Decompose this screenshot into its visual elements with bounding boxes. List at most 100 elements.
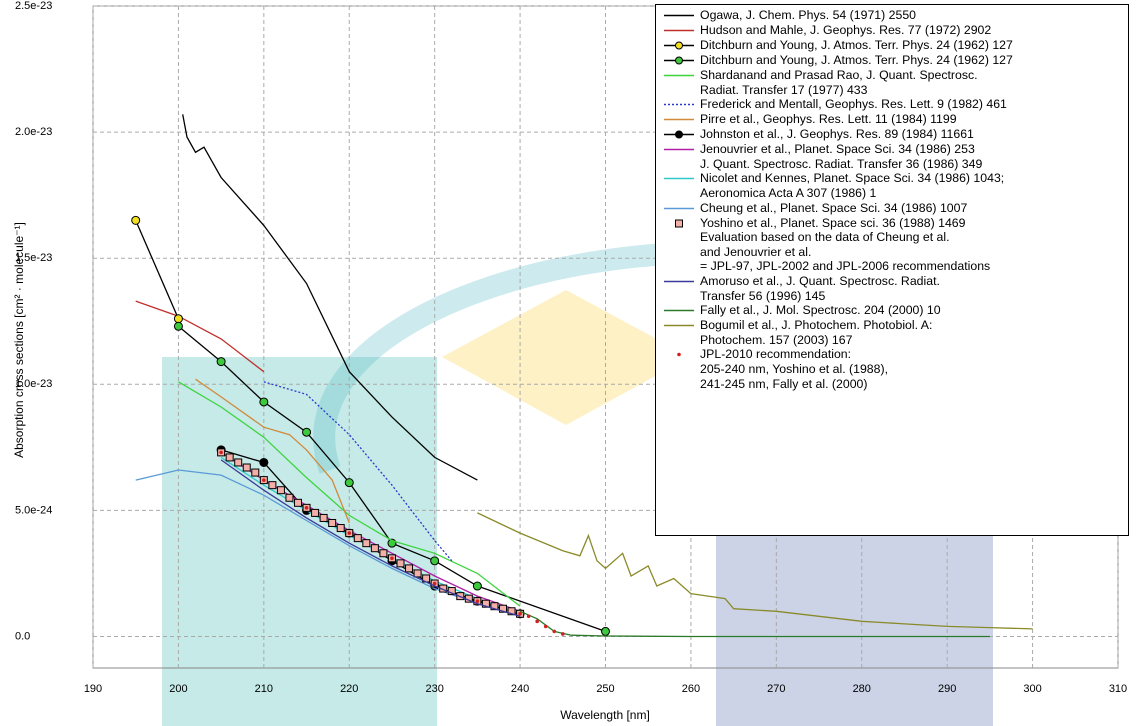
marker [132, 216, 140, 224]
x-tick-label: 210 [255, 683, 273, 695]
marker [414, 570, 421, 577]
legend-entry: Yoshino et al., Planet. Space sci. 36 (1… [660, 216, 1124, 274]
marker [303, 428, 311, 436]
legend-entry: Shardanand and Prasad Rao, J. Quant. Spe… [660, 68, 1124, 97]
legend-swatch [660, 112, 700, 127]
legend-label: Bogumil et al., J. Photochem. Photobiol.… [700, 318, 932, 347]
marker [243, 464, 250, 471]
legend-entry: Pirre et al., Geophys. Res. Lett. 11 (19… [660, 112, 1124, 127]
x-tick-label: 230 [425, 683, 443, 695]
legend-entry: Nicolet and Kennes, Planet. Space Sci. 3… [660, 171, 1124, 200]
marker [433, 582, 437, 586]
legend-label: Ditchburn and Young, J. Atmos. Terr. Phy… [700, 38, 1013, 53]
legend-entry: Ditchburn and Young, J. Atmos. Terr. Phy… [660, 53, 1124, 68]
x-tick-label: 280 [853, 683, 871, 695]
x-tick-label: 240 [511, 683, 529, 695]
marker [602, 627, 610, 635]
marker [552, 630, 556, 634]
marker [226, 454, 233, 461]
marker [397, 560, 404, 567]
marker [260, 458, 268, 466]
marker [295, 499, 302, 506]
legend-label: Ditchburn and Young, J. Atmos. Terr. Phy… [700, 53, 1013, 68]
marker [347, 531, 351, 535]
legend-label: Hudson and Mahle, J. Geophys. Res. 77 (1… [700, 23, 991, 38]
legend-label: JPL-2010 recommendation: 205-240 nm, Yos… [700, 347, 888, 391]
legend-swatch [660, 97, 700, 112]
marker [312, 509, 319, 516]
legend-swatch [660, 8, 700, 23]
marker [260, 398, 268, 406]
marker [174, 315, 182, 323]
legend-swatch [660, 347, 700, 362]
legend-swatch [660, 201, 700, 216]
marker [235, 459, 242, 466]
legend-label: Fally et al., J. Mol. Spectrosc. 204 (20… [700, 303, 941, 318]
marker [676, 42, 683, 49]
marker [380, 550, 387, 557]
legend-label: Johnston et al., J. Geophys. Res. 89 (19… [700, 127, 974, 142]
legend-entry: Hudson and Mahle, J. Geophys. Res. 77 (1… [660, 23, 1124, 38]
marker [305, 506, 309, 510]
y-tick-label: 0.0 [15, 630, 30, 642]
legend-label: Nicolet and Kennes, Planet. Space Sci. 3… [700, 171, 1004, 200]
marker [219, 451, 223, 455]
legend-entry: Johnston et al., J. Geophys. Res. 89 (19… [660, 127, 1124, 142]
marker [406, 565, 413, 572]
marker [390, 556, 394, 560]
legend-entry: Amoruso et al., J. Quant. Spectrosc. Rad… [660, 274, 1124, 303]
legend-swatch [660, 142, 700, 157]
y-tick-label: 2.5e-23 [15, 0, 52, 12]
marker [371, 545, 378, 552]
x-tick-label: 260 [682, 683, 700, 695]
y-tick-label: 5.0e-24 [15, 504, 52, 516]
marker [527, 615, 531, 619]
legend-entry: Jenouvrier et al., Planet. Space Sci. 34… [660, 142, 1124, 171]
legend-label: Pirre et al., Geophys. Res. Lett. 11 (19… [700, 112, 957, 127]
legend-label: Jenouvrier et al., Planet. Space Sci. 34… [700, 142, 982, 171]
x-tick-label: 200 [169, 683, 187, 695]
marker [354, 535, 361, 542]
marker [676, 220, 683, 227]
legend-entry: JPL-2010 recommendation: 205-240 nm, Yos… [660, 347, 1124, 391]
marker [676, 131, 683, 138]
marker [473, 582, 481, 590]
legend-label: Cheung et al., Planet. Space Sci. 34 (19… [700, 201, 967, 216]
marker [561, 632, 565, 636]
marker [174, 322, 182, 330]
marker [286, 494, 293, 501]
legend-swatch [660, 303, 700, 318]
marker [544, 625, 548, 629]
marker [252, 469, 259, 476]
marker [337, 525, 344, 532]
page: Wavelength [nm] Absorption cross section… [0, 0, 1140, 726]
marker [277, 487, 284, 494]
legend-swatch [660, 274, 700, 289]
legend-entry: Frederick and Mentall, Geophys. Res. Let… [660, 97, 1124, 112]
y-tick-label: 1.5e-23 [15, 252, 52, 264]
marker [217, 358, 225, 366]
marker [676, 57, 683, 64]
legend-entry: Fally et al., J. Mol. Spectrosc. 204 (20… [660, 303, 1124, 318]
x-axis-label: Wavelength [nm] [560, 708, 650, 722]
legend-entry: Bogumil et al., J. Photochem. Photobiol.… [660, 318, 1124, 347]
legend-swatch [660, 38, 700, 53]
marker [677, 353, 681, 357]
legend-swatch [660, 127, 700, 142]
legend-label: Shardanand and Prasad Rao, J. Quant. Spe… [700, 68, 978, 97]
x-tick-label: 290 [938, 683, 956, 695]
legend-swatch [660, 318, 700, 333]
x-tick-label: 300 [1023, 683, 1041, 695]
marker [329, 519, 336, 526]
legend-swatch [660, 171, 700, 186]
legend-entry: Ditchburn and Young, J. Atmos. Terr. Phy… [660, 38, 1124, 53]
x-tick-label: 270 [767, 683, 785, 695]
legend-swatch [660, 68, 700, 83]
legend-label: Frederick and Mentall, Geophys. Res. Let… [700, 97, 1007, 112]
marker [320, 514, 327, 521]
marker [476, 599, 480, 603]
legend-entry: Cheung et al., Planet. Space Sci. 34 (19… [660, 201, 1124, 216]
x-tick-label: 250 [596, 683, 614, 695]
marker [269, 482, 276, 489]
